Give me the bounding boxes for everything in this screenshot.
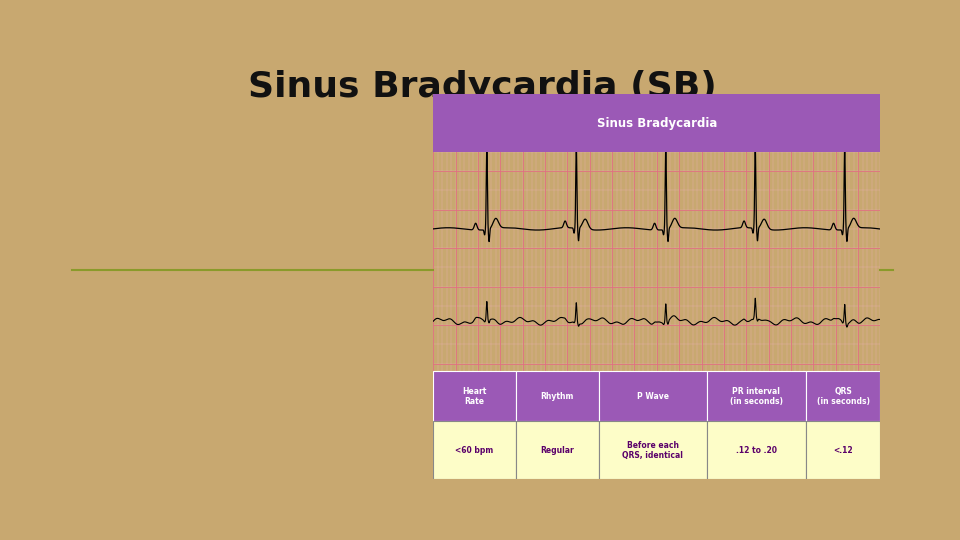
Text: P Wave: P Wave <box>636 392 669 401</box>
Bar <box>599 421 707 479</box>
Text: Rhythm: Rhythm <box>540 392 574 401</box>
Bar <box>516 421 599 479</box>
Text: <60 bpm: <60 bpm <box>455 446 493 455</box>
Bar <box>806 372 880 421</box>
Bar <box>433 94 880 152</box>
Text: Heart
Rate: Heart Rate <box>463 387 487 406</box>
Bar <box>707 421 806 479</box>
Bar <box>433 421 516 479</box>
Text: PR interval
(in seconds): PR interval (in seconds) <box>730 387 782 406</box>
Bar <box>806 421 880 479</box>
Bar <box>516 372 599 421</box>
Bar <box>599 372 707 421</box>
Text: <.12: <.12 <box>833 446 853 455</box>
Text: Sinus Bradycardia (SB): Sinus Bradycardia (SB) <box>248 70 717 104</box>
Text: .12 to .20: .12 to .20 <box>735 446 777 455</box>
Text: Regular: Regular <box>540 446 574 455</box>
Text: QRS
(in seconds): QRS (in seconds) <box>817 387 870 406</box>
Text: Before each
QRS, identical: Before each QRS, identical <box>622 441 684 460</box>
Bar <box>433 372 516 421</box>
Bar <box>707 372 806 421</box>
Text: Sinus Bradycardia: Sinus Bradycardia <box>596 117 717 130</box>
